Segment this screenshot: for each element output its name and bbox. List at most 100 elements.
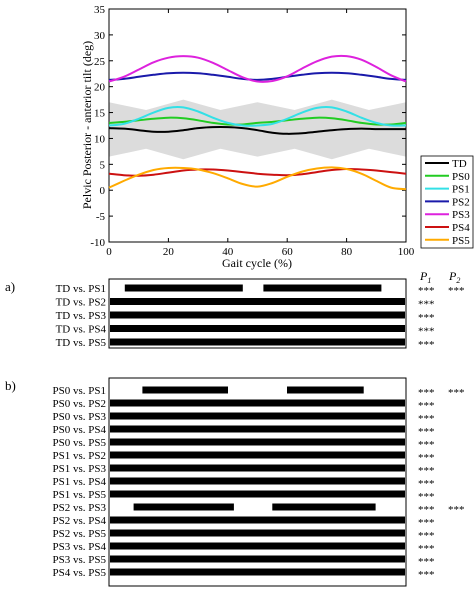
significance-panel-a: a) P1 P2 TD vs. PS1 *** ***TD vs. PS2 ***TD…: [5, 269, 465, 351]
p2-value: ***: [448, 285, 465, 297]
p1-value: ***: [418, 491, 435, 503]
legend-label-ps2: PS2: [452, 196, 470, 208]
x-tick-label: 20: [163, 246, 175, 258]
p2-header: P2: [448, 269, 460, 285]
y-tick-label: 15: [94, 108, 106, 120]
significance-bar: [110, 399, 405, 407]
row-label: PS3 vs. PS4: [52, 541, 106, 553]
significance-bar: [110, 464, 405, 472]
line-chart-panel: Pelvic Posterior - anterior tilt (deg) G…: [80, 4, 415, 270]
legend-label-ps5: PS5: [452, 235, 470, 247]
y-tick-label: 5: [100, 159, 106, 171]
significance-bar: [110, 412, 405, 420]
significance-bar: [110, 542, 405, 550]
series-line-ps1: [108, 106, 407, 127]
row-label: TD vs. PS4: [56, 324, 107, 336]
x-axis-label: Gait cycle (%): [222, 256, 292, 270]
p2-value: ***: [448, 504, 465, 516]
y-tick-label: 25: [94, 56, 106, 68]
series-line-ps0: [108, 116, 407, 126]
p1-value: ***: [418, 556, 435, 568]
row-label: PS4 vs. PS5: [52, 567, 106, 579]
p1-value: ***: [418, 299, 435, 311]
row-label: PS2 vs. PS3: [52, 502, 106, 514]
series-line-td: [108, 125, 406, 135]
significance-bar: [110, 477, 405, 485]
p1-value: ***: [418, 312, 435, 324]
significance-bar: [110, 325, 405, 332]
row-label: PS0 vs. PS3: [52, 411, 106, 423]
y-tick-label: -5: [96, 211, 106, 223]
p1-value: ***: [418, 387, 435, 399]
legend-label-ps3: PS3: [452, 209, 470, 221]
y-tick-label: -10: [90, 237, 105, 249]
significance-bar: [110, 529, 405, 537]
significance-bar: [110, 555, 405, 563]
significance-bar: [133, 503, 234, 511]
p1-value: ***: [418, 465, 435, 477]
p1-value: ***: [418, 339, 435, 351]
significance-bar: [272, 503, 376, 511]
x-tick-label: 40: [222, 246, 234, 258]
y-tick-label: 0: [100, 185, 106, 197]
legend-label-td: TD: [452, 158, 467, 170]
row-label: PS0 vs. PS2: [52, 398, 106, 410]
p1-value: ***: [418, 504, 435, 516]
row-label: PS0 vs. PS4: [52, 424, 106, 436]
series-line-ps3: [108, 54, 407, 83]
significance-bar: [110, 438, 405, 446]
p1-header: P1: [419, 269, 431, 285]
p1-value: ***: [418, 530, 435, 542]
legend-label-ps0: PS0: [452, 171, 470, 183]
row-label: PS0 vs. PS5: [52, 437, 106, 449]
significance-bar: [110, 516, 405, 524]
significance-bar: [110, 451, 405, 459]
significance-panel-b: b) PS0 vs. PS1 *** ***PS0 vs. PS2 ***PS0 vs…: [5, 377, 465, 587]
y-axis-label: Pelvic Posterior - anterior tilt (deg): [80, 41, 94, 209]
x-tick-label: 60: [282, 246, 294, 258]
row-label: PS1 vs. PS3: [52, 463, 106, 475]
panel-a-frame: [108, 278, 407, 349]
row-label: TD vs. PS5: [56, 337, 107, 349]
row-label: PS3 vs. PS5: [52, 554, 106, 566]
significance-bar: [142, 386, 228, 394]
series-line-ps4: [108, 167, 407, 177]
p1-value: ***: [418, 478, 435, 490]
p1-value: ***: [418, 543, 435, 555]
significance-bar: [110, 425, 405, 433]
p1-value: ***: [418, 285, 435, 297]
significance-bar: [110, 568, 405, 576]
legend-label-ps1: PS1: [452, 184, 470, 196]
p1-value: ***: [418, 426, 435, 438]
y-tick-label: 30: [94, 30, 106, 42]
significance-bar: [287, 386, 364, 394]
legend-label-ps4: PS4: [452, 222, 470, 234]
row-label: TD vs. PS3: [56, 310, 107, 322]
p1-value: ***: [418, 517, 435, 529]
panel-b-label: b): [5, 378, 16, 393]
p1-value: ***: [418, 413, 435, 425]
panel-b-frame: [108, 377, 407, 587]
x-tick-label: 100: [398, 246, 415, 258]
p1-value: ***: [418, 439, 435, 451]
y-tick-label: 20: [94, 82, 106, 94]
significance-bar: [110, 338, 405, 346]
row-label: PS2 vs. PS5: [52, 528, 106, 540]
p2-value: ***: [448, 387, 465, 399]
y-tick-label: 35: [94, 4, 106, 16]
p1-value: ***: [418, 569, 435, 581]
p1-value: ***: [418, 326, 435, 338]
x-tick-label: 80: [341, 246, 353, 258]
p1-value: ***: [418, 452, 435, 464]
row-label: PS0 vs. PS1: [52, 385, 106, 397]
panel-a-label: a): [5, 279, 15, 294]
significance-bar: [124, 284, 243, 292]
x-tick-label: 0: [106, 246, 112, 258]
row-label: PS1 vs. PS5: [52, 489, 106, 501]
significance-bar: [110, 490, 405, 498]
row-label: PS1 vs. PS2: [52, 450, 106, 462]
p1-value: ***: [418, 400, 435, 412]
row-label: TD vs. PS1: [56, 283, 106, 295]
significance-bar: [110, 298, 405, 305]
